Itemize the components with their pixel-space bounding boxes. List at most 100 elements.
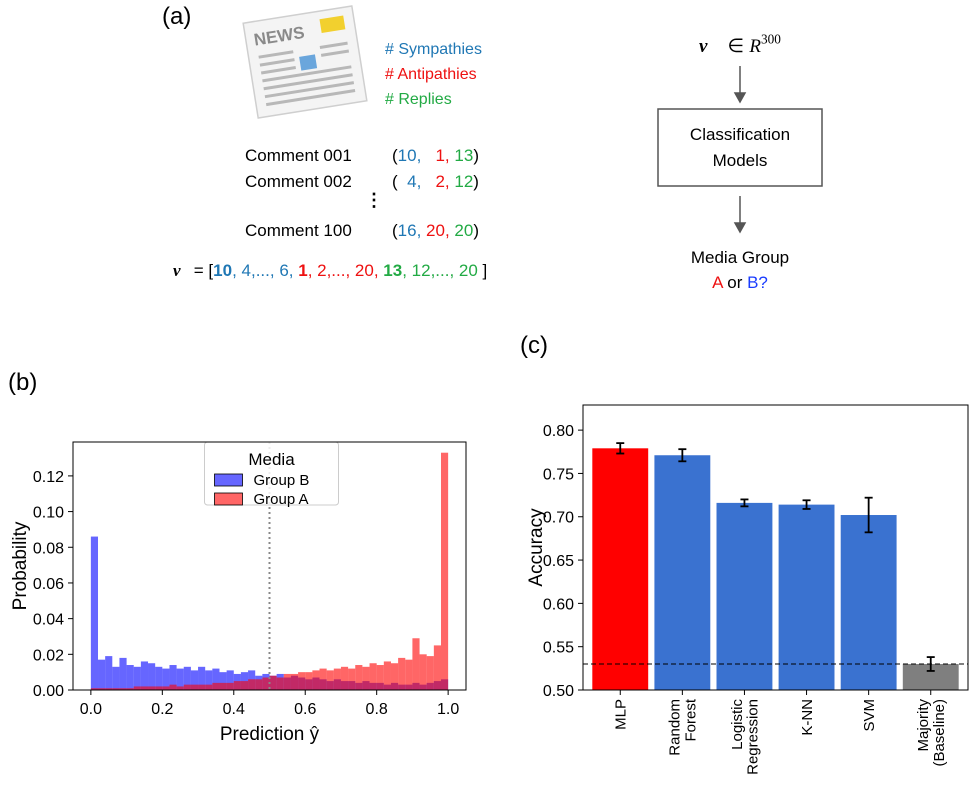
text-segment: 16, <box>398 221 422 240</box>
paper-lines <box>258 41 356 107</box>
output-title: Media Group <box>691 248 789 267</box>
text-segment: 4, <box>398 172 422 191</box>
histogram-bar <box>426 656 434 690</box>
bar <box>840 515 897 690</box>
histogram-bar <box>198 666 206 690</box>
label-line: Forest <box>682 698 699 741</box>
histogram-bar <box>290 673 299 690</box>
label-line: Regression <box>745 699 762 775</box>
histogram-bar <box>355 665 363 690</box>
y-tick-label: 0.70 <box>543 510 574 527</box>
histogram-bar <box>119 688 127 690</box>
text-segment: B? <box>747 273 768 292</box>
histogram-bar <box>148 686 156 690</box>
label-line: K-NN <box>799 699 816 736</box>
histogram-bar <box>112 688 120 690</box>
histogram-bar <box>155 686 163 690</box>
comment-tuple: (16, 20, 20) <box>392 221 479 240</box>
text-segment: ] <box>478 261 487 280</box>
histogram-bar <box>198 684 206 690</box>
histogram-bar <box>369 663 377 690</box>
y-tick-label: 0.80 <box>543 423 574 440</box>
bar <box>654 455 711 690</box>
histogram-bar <box>133 686 141 690</box>
text-segment: ) <box>473 146 479 165</box>
text-segment: ) <box>473 221 479 240</box>
panel-label: (b) <box>8 369 37 396</box>
y-tick-label: 0.10 <box>33 505 64 522</box>
histogram-bar <box>283 673 291 690</box>
histogram-bar <box>348 668 356 690</box>
histogram-bar <box>98 659 106 690</box>
histogram-bar <box>226 682 234 690</box>
panel-label: (c) <box>520 332 548 359</box>
y-axis-label: Accuracy <box>526 508 547 587</box>
text-segment: , 4,..., 6, <box>232 261 298 280</box>
text-segment: 10, <box>398 146 422 165</box>
y-tick-label: 0.00 <box>33 683 64 700</box>
y-tick-label: 0.02 <box>33 647 64 664</box>
x-tick-label: RandomForest <box>667 698 700 756</box>
x-tick-label: LogisticRegression <box>729 699 762 775</box>
comment-name: Comment 001 <box>245 146 352 165</box>
legend-label: Group A <box>254 491 309 508</box>
x-tick-label: 0.8 <box>366 701 388 718</box>
text-segment: 10 <box>213 261 232 280</box>
histogram-bar <box>412 638 420 690</box>
histogram-bar <box>240 672 249 690</box>
text-segment: v⃗ <box>699 36 722 57</box>
histogram-bar <box>398 657 406 690</box>
panel-label: (a) <box>162 3 191 30</box>
histogram-bar <box>376 665 384 690</box>
histogram-bar <box>433 645 441 690</box>
arrows <box>733 66 747 234</box>
histogram-bar <box>248 679 256 690</box>
histogram-bar <box>140 686 149 690</box>
y-tick-label: 0.04 <box>33 612 64 629</box>
label-line: Logistic <box>729 699 746 750</box>
label-line: Majority <box>915 699 932 752</box>
histogram-bar <box>333 668 341 690</box>
text-segment: v⃗ <box>173 261 194 280</box>
text-segment: 20 <box>450 221 474 240</box>
text-segment: or <box>723 273 748 292</box>
legend-title: Media <box>248 450 295 469</box>
histogram-bar <box>405 659 413 690</box>
label-line: (Baseline) <box>931 699 948 767</box>
paper-image <box>319 15 346 34</box>
histogram-bar <box>169 665 177 690</box>
histogram-bar <box>112 666 120 690</box>
comment-name: Comment 100 <box>245 221 352 240</box>
histogram-bar <box>212 668 220 690</box>
histogram-bar <box>240 681 249 690</box>
x-tick-label: 1.0 <box>437 701 459 718</box>
text-segment: , 12,..., 20 <box>402 261 478 280</box>
y-tick-label: 0.08 <box>33 540 64 557</box>
y-tick-label: 0.75 <box>543 466 574 483</box>
y-tick-label: 0.65 <box>543 553 574 570</box>
text-segment: , 2,..., 20, <box>308 261 384 280</box>
histogram-bar <box>205 670 213 690</box>
histogram-bar <box>190 670 199 690</box>
histogram-bar <box>212 682 220 690</box>
text-segment: 1 <box>298 261 307 280</box>
count-legend: # Sympathies <box>385 41 482 58</box>
histogram-bar <box>383 661 391 690</box>
histogram-bar <box>298 672 306 690</box>
label-line: Random <box>667 699 684 756</box>
bar <box>778 504 835 690</box>
axes-frame <box>582 404 969 691</box>
histogram-bar <box>105 656 113 690</box>
histogram-bar <box>90 688 99 690</box>
histogram-bar <box>162 668 170 690</box>
vector-text: v⃗= [10, 4,..., 6, 1, 2,..., 20, 13, 12,… <box>173 261 487 280</box>
x-tick-label: 0.4 <box>223 701 245 718</box>
x-tick-label: K-NN <box>799 699 816 736</box>
model-label: Models <box>713 151 768 170</box>
histogram-bar <box>162 686 170 690</box>
text-segment: ∈ <box>722 36 749 57</box>
histogram-bar <box>140 661 149 690</box>
histogram-bar <box>90 536 99 690</box>
y-tick-label: 0.50 <box>543 683 574 700</box>
